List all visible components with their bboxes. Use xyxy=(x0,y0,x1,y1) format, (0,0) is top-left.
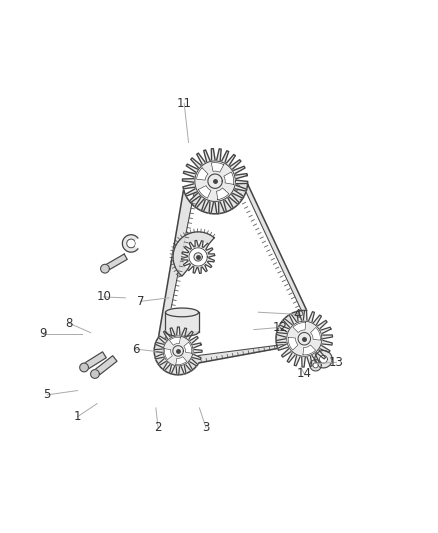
Polygon shape xyxy=(211,163,224,172)
Polygon shape xyxy=(183,149,248,214)
Polygon shape xyxy=(310,360,321,371)
Polygon shape xyxy=(194,253,202,261)
Text: 4: 4 xyxy=(293,308,301,321)
Text: 2: 2 xyxy=(154,421,162,434)
Text: 9: 9 xyxy=(39,327,46,341)
Polygon shape xyxy=(154,183,307,375)
Polygon shape xyxy=(198,185,211,198)
Polygon shape xyxy=(93,356,117,377)
Polygon shape xyxy=(166,312,198,332)
Polygon shape xyxy=(287,321,322,356)
Polygon shape xyxy=(313,362,318,368)
Text: 5: 5 xyxy=(43,389,51,401)
Text: 14: 14 xyxy=(297,367,311,379)
Text: 10: 10 xyxy=(96,290,111,303)
Text: 6: 6 xyxy=(133,343,140,356)
Polygon shape xyxy=(184,342,192,353)
Polygon shape xyxy=(182,240,215,273)
Polygon shape xyxy=(303,345,316,355)
Polygon shape xyxy=(197,168,208,180)
Polygon shape xyxy=(154,327,202,375)
Polygon shape xyxy=(195,161,235,201)
Polygon shape xyxy=(216,188,229,200)
Polygon shape xyxy=(298,333,311,345)
Polygon shape xyxy=(176,357,187,365)
Polygon shape xyxy=(293,322,306,333)
Polygon shape xyxy=(173,232,214,276)
Polygon shape xyxy=(103,254,127,271)
Text: 12: 12 xyxy=(272,321,287,334)
Polygon shape xyxy=(315,351,332,368)
Text: 8: 8 xyxy=(65,317,73,329)
Polygon shape xyxy=(208,174,222,188)
Text: 1: 1 xyxy=(74,410,81,423)
Polygon shape xyxy=(311,327,321,340)
Polygon shape xyxy=(91,370,99,378)
Polygon shape xyxy=(166,308,198,317)
Polygon shape xyxy=(122,235,140,252)
Polygon shape xyxy=(136,239,141,248)
Polygon shape xyxy=(224,172,234,184)
Text: 13: 13 xyxy=(329,356,344,369)
Text: 3: 3 xyxy=(202,421,210,434)
Polygon shape xyxy=(320,356,327,363)
Polygon shape xyxy=(166,332,198,336)
Polygon shape xyxy=(173,346,184,356)
Polygon shape xyxy=(276,310,332,367)
Polygon shape xyxy=(82,352,106,370)
Polygon shape xyxy=(170,337,180,345)
Polygon shape xyxy=(164,349,173,360)
Polygon shape xyxy=(163,336,193,366)
Text: 7: 7 xyxy=(137,295,145,308)
Polygon shape xyxy=(189,248,207,266)
Polygon shape xyxy=(288,337,298,350)
Polygon shape xyxy=(101,264,110,273)
Polygon shape xyxy=(80,363,88,372)
Polygon shape xyxy=(127,239,135,248)
Text: 11: 11 xyxy=(177,97,192,110)
